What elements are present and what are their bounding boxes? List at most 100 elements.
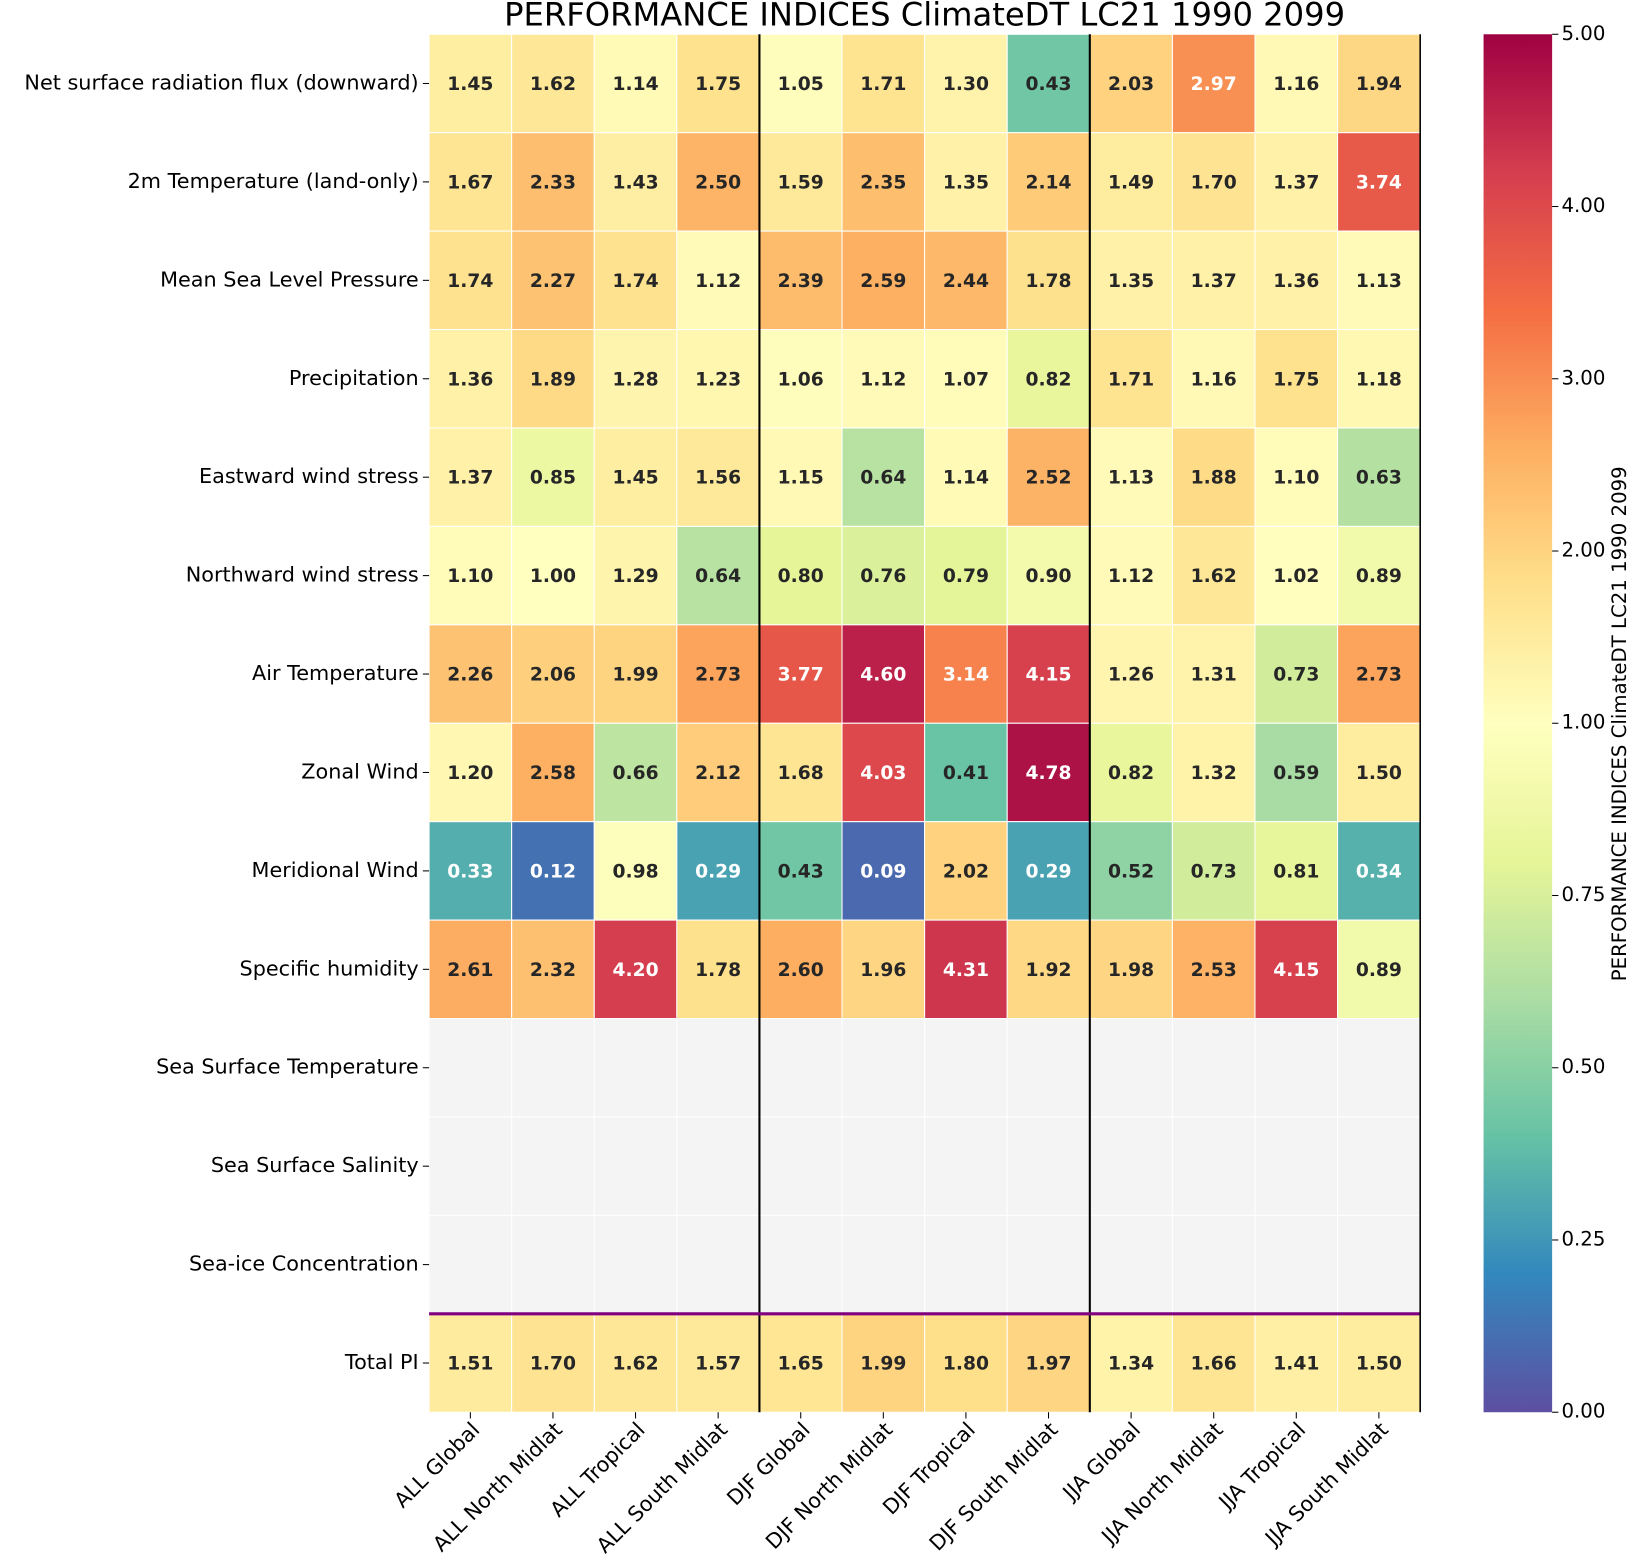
cell-value-label: 0.80 <box>778 566 824 587</box>
colorbar-tick-label: 2.00 <box>1561 539 1605 562</box>
heatmap-cell <box>1171 33 1256 134</box>
empty-cell <box>1337 1018 1421 1118</box>
empty-cell <box>1006 1018 1091 1118</box>
cell-value-label: 1.30 <box>943 74 989 95</box>
empty-cell <box>1171 1214 1256 1315</box>
cell-value-label: 2.06 <box>530 665 576 686</box>
empty-cell <box>428 1214 513 1315</box>
y-tick-label: Sea Surface Salinity <box>211 1153 419 1177</box>
heatmap-cell <box>1337 525 1421 626</box>
cell-value-label: 0.43 <box>1025 74 1071 95</box>
heatmap-cell <box>593 427 678 527</box>
cell-value-label: 0.33 <box>447 861 493 882</box>
heatmap-cell <box>428 230 513 331</box>
cell-value-label: 2.26 <box>447 665 493 686</box>
cell-value-label: 2.32 <box>530 960 576 981</box>
cell-value-label: 0.64 <box>860 468 906 489</box>
cell-value-label: 2.39 <box>778 271 824 292</box>
heatmap-cell <box>676 624 760 724</box>
cell-value-label: 1.68 <box>778 763 824 784</box>
colorbar-tick-label: 4.00 <box>1561 194 1605 217</box>
cell-value-label: 2.44 <box>943 271 989 292</box>
cell-value-label: 1.97 <box>1025 1354 1071 1375</box>
heatmap-cell <box>1171 132 1256 232</box>
heatmap-cell <box>593 230 678 331</box>
colorbar-label: PERFORMANCE INDICES ClimateDT LC21 1990 … <box>1608 466 1629 981</box>
heatmap-cell <box>593 821 678 921</box>
cell-value-label: 1.36 <box>447 369 493 390</box>
cell-value-label: 0.73 <box>1273 665 1319 686</box>
heatmap-cell <box>841 624 926 724</box>
colorbar-tick-label: 0.25 <box>1561 1227 1605 1250</box>
cell-value-label: 1.98 <box>1108 960 1154 981</box>
heatmap-cell <box>924 624 1008 724</box>
cell-value-label: 4.15 <box>1025 665 1071 686</box>
empty-cell <box>1006 1214 1091 1315</box>
cell-value-label: 1.05 <box>778 74 824 95</box>
heatmap-cell <box>1006 919 1091 1020</box>
cell-value-label: 1.67 <box>447 172 493 193</box>
empty-cell <box>593 1018 678 1118</box>
cell-value-label: 1.12 <box>860 369 906 390</box>
cell-value-label: 3.74 <box>1356 172 1402 193</box>
cell-value-label: 0.63 <box>1356 468 1402 489</box>
heatmap-cell <box>1254 132 1339 232</box>
heatmap-cell <box>428 33 513 134</box>
heatmap-cell <box>1089 329 1173 429</box>
heatmap-cell <box>1337 722 1421 823</box>
cell-value-label: 4.78 <box>1025 763 1071 784</box>
cell-value-label: 1.31 <box>1191 665 1237 686</box>
heatmap-cell <box>758 722 843 823</box>
heatmap-cell <box>428 525 513 626</box>
cell-value-label: 1.28 <box>612 369 658 390</box>
cell-value-label: 0.34 <box>1356 861 1402 882</box>
heatmap-cell <box>1337 1313 1421 1413</box>
empty-cell <box>1089 1214 1173 1315</box>
heatmap-cell <box>1006 1313 1091 1413</box>
cell-value-label: 1.99 <box>612 665 658 686</box>
cell-value-label: 1.66 <box>1191 1354 1237 1375</box>
cell-value-label: 1.14 <box>612 74 658 95</box>
y-tick-label: 2m Temperature (land-only) <box>128 169 419 193</box>
colorbar-tick-label: 0.50 <box>1561 1055 1605 1078</box>
heatmap-cell <box>676 1313 760 1413</box>
cell-value-label: 1.10 <box>1273 468 1319 489</box>
cell-value-label: 1.41 <box>1273 1354 1319 1375</box>
empty-cell <box>1337 1116 1421 1216</box>
empty-cell <box>758 1214 843 1315</box>
heatmap-cell <box>593 624 678 724</box>
cell-value-label: 2.73 <box>1356 665 1402 686</box>
cell-value-label: 1.00 <box>530 566 576 587</box>
empty-cell <box>1337 1214 1421 1315</box>
cell-value-label: 1.12 <box>695 271 741 292</box>
cell-value-label: 1.56 <box>695 468 741 489</box>
empty-cell <box>924 1018 1008 1118</box>
heatmap-cell <box>924 1313 1008 1413</box>
cell-value-label: 2.73 <box>695 665 741 686</box>
cell-value-label: 1.23 <box>695 369 741 390</box>
cell-value-label: 2.02 <box>943 861 989 882</box>
cell-value-label: 1.70 <box>1191 172 1237 193</box>
empty-cell <box>676 1018 760 1118</box>
heatmap-cell <box>924 427 1008 527</box>
cell-value-label: 0.43 <box>778 861 824 882</box>
y-tick-label: Sea Surface Temperature <box>156 1055 419 1079</box>
cell-value-label: 2.58 <box>530 763 576 784</box>
cell-value-label: 1.65 <box>778 1354 824 1375</box>
y-tick-label: Zonal Wind <box>301 759 418 783</box>
heatmap-cell <box>1006 33 1091 134</box>
heatmap-cell <box>511 821 595 921</box>
cell-value-label: 1.37 <box>1273 172 1319 193</box>
heatmap-cell <box>1337 329 1421 429</box>
cell-value-label: 4.15 <box>1273 960 1319 981</box>
empty-cell <box>428 1018 513 1118</box>
heatmap-cell <box>428 821 513 921</box>
cell-value-label: 0.98 <box>612 861 658 882</box>
empty-cell <box>511 1018 595 1118</box>
cell-value-label: 1.75 <box>1273 369 1319 390</box>
cell-value-label: 1.50 <box>1356 763 1402 784</box>
cell-value-label: 1.49 <box>1108 172 1154 193</box>
cell-value-label: 1.74 <box>612 271 658 292</box>
empty-cell <box>428 1116 513 1216</box>
cell-value-label: 1.10 <box>447 566 493 587</box>
